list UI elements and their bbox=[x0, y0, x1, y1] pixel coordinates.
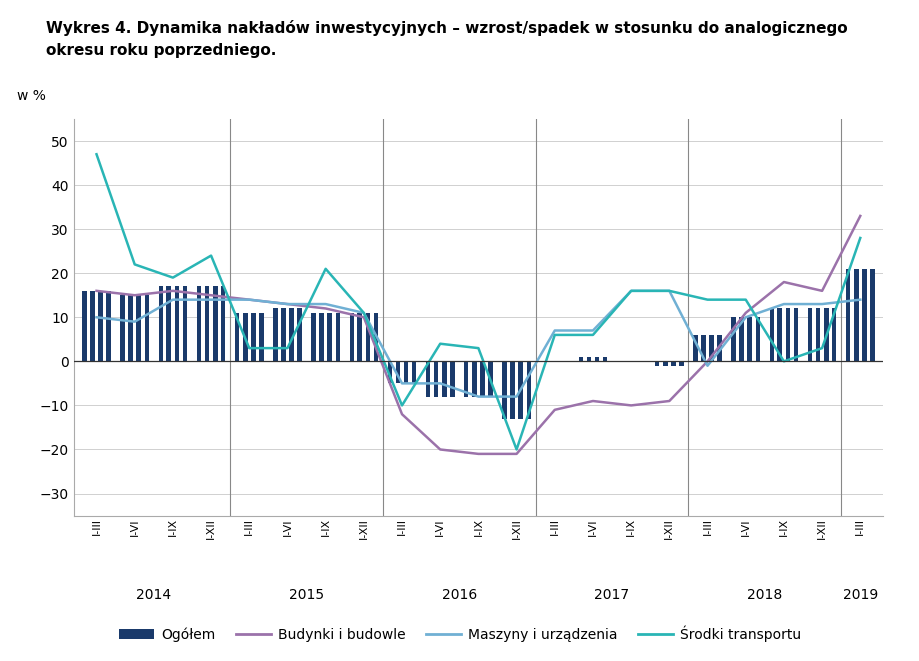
Bar bbox=[400, 362, 403, 383]
Bar bbox=[430, 362, 433, 397]
Bar bbox=[591, 357, 594, 362]
Bar bbox=[828, 309, 831, 362]
Bar bbox=[369, 313, 373, 362]
Bar bbox=[133, 295, 136, 362]
Bar bbox=[515, 362, 517, 418]
Bar bbox=[820, 309, 823, 362]
Bar bbox=[210, 286, 212, 362]
Bar bbox=[332, 313, 335, 362]
Bar bbox=[387, 362, 416, 383]
Text: 2015: 2015 bbox=[289, 588, 323, 602]
Bar bbox=[769, 309, 798, 362]
Bar bbox=[659, 362, 663, 366]
Bar bbox=[239, 313, 243, 362]
Bar bbox=[675, 362, 678, 366]
Bar bbox=[120, 295, 149, 362]
Bar bbox=[247, 313, 251, 362]
Bar bbox=[286, 309, 289, 362]
Bar bbox=[273, 309, 301, 362]
Bar bbox=[692, 335, 721, 362]
Bar bbox=[811, 309, 815, 362]
Bar bbox=[354, 313, 357, 362]
Text: 2017: 2017 bbox=[594, 588, 629, 602]
Bar bbox=[163, 286, 166, 362]
Bar bbox=[523, 362, 526, 418]
Bar bbox=[179, 286, 183, 362]
Bar bbox=[735, 317, 739, 362]
Bar bbox=[438, 362, 441, 397]
Bar bbox=[311, 313, 340, 362]
Bar bbox=[255, 313, 259, 362]
Bar bbox=[362, 313, 365, 362]
Bar bbox=[349, 313, 378, 362]
Text: w %: w % bbox=[17, 89, 46, 103]
Bar bbox=[82, 291, 110, 362]
Bar bbox=[217, 286, 221, 362]
Bar bbox=[278, 309, 280, 362]
Bar bbox=[86, 291, 90, 362]
Bar bbox=[506, 362, 510, 418]
Bar bbox=[476, 362, 480, 397]
Bar bbox=[158, 286, 187, 362]
Bar bbox=[197, 286, 225, 362]
Bar bbox=[103, 291, 107, 362]
Bar bbox=[293, 309, 297, 362]
Text: 2016: 2016 bbox=[441, 588, 476, 602]
Bar bbox=[731, 317, 759, 362]
Bar bbox=[468, 362, 471, 397]
Bar bbox=[502, 362, 530, 418]
Bar bbox=[578, 357, 607, 362]
Text: 2014: 2014 bbox=[136, 588, 171, 602]
Text: 2018: 2018 bbox=[746, 588, 781, 602]
Text: okresu roku poprzedniego.: okresu roku poprzedniego. bbox=[46, 43, 276, 58]
Bar bbox=[234, 313, 264, 362]
Bar bbox=[201, 286, 204, 362]
Bar bbox=[315, 313, 319, 362]
Text: 2019: 2019 bbox=[842, 588, 877, 602]
Bar bbox=[408, 362, 412, 383]
Bar bbox=[857, 269, 861, 362]
Bar bbox=[583, 357, 586, 362]
Bar bbox=[171, 286, 175, 362]
Bar bbox=[752, 317, 754, 362]
Bar bbox=[705, 335, 709, 362]
Bar bbox=[463, 362, 493, 397]
Bar bbox=[743, 317, 746, 362]
Bar bbox=[654, 362, 683, 366]
Bar bbox=[425, 362, 454, 397]
Bar bbox=[599, 357, 602, 362]
Bar bbox=[141, 295, 144, 362]
Text: Wykres 4. Dynamika nakładów inwestycyjnych – wzrost/spadek w stosunku do analogi: Wykres 4. Dynamika nakładów inwestycyjny… bbox=[46, 20, 846, 36]
Bar bbox=[667, 362, 670, 366]
Bar bbox=[446, 362, 449, 397]
Bar bbox=[125, 295, 128, 362]
Bar bbox=[773, 309, 777, 362]
Bar bbox=[781, 309, 785, 362]
Bar bbox=[849, 269, 853, 362]
Bar bbox=[95, 291, 98, 362]
Bar bbox=[323, 313, 327, 362]
Bar bbox=[713, 335, 717, 362]
Bar bbox=[866, 269, 869, 362]
Bar bbox=[697, 335, 700, 362]
Bar bbox=[484, 362, 488, 397]
Bar bbox=[391, 362, 395, 383]
Bar bbox=[845, 269, 874, 362]
Bar bbox=[807, 309, 835, 362]
Legend: Ogółem, Budynki i budowle, Maszyny i urządzenia, Środki transportu: Ogółem, Budynki i budowle, Maszyny i urz… bbox=[113, 620, 806, 647]
Bar bbox=[789, 309, 793, 362]
